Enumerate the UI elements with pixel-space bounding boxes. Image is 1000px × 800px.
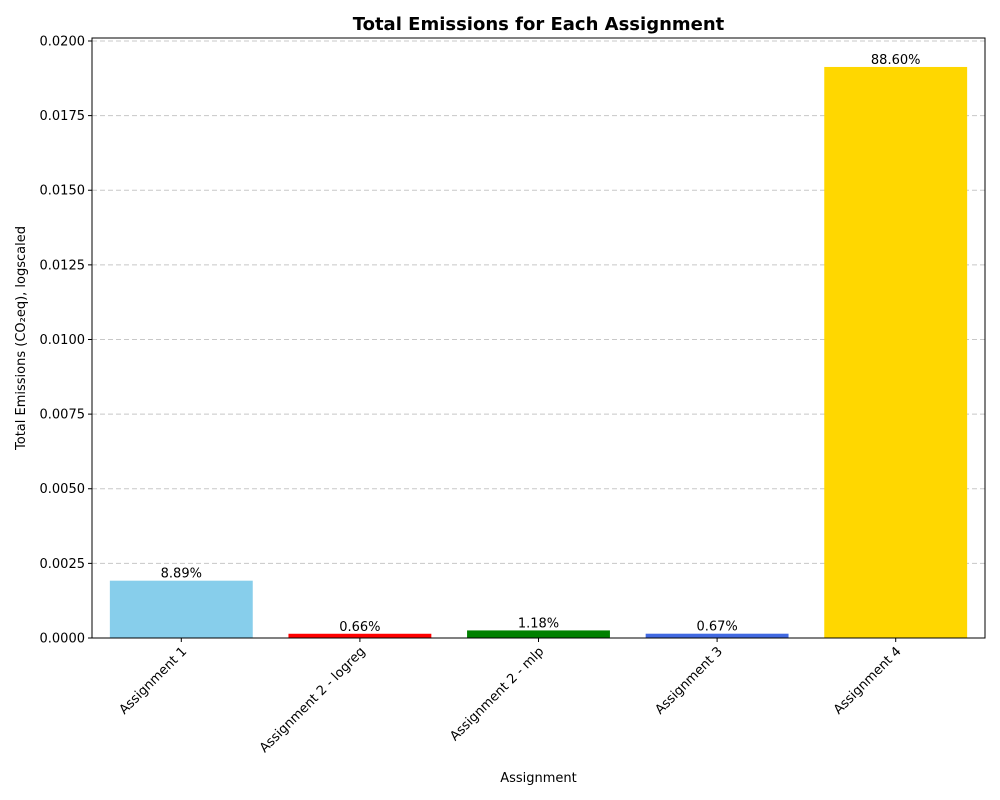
- y-axis-ticks: 0.0000 0.0025 0.0050 0.0075 0.0100 0.0125 0.01…: [40, 34, 92, 647]
- bar: [824, 66, 968, 639]
- data-labels: 8.89% 0.66% 1.18% 0.67% 88.60%: [161, 53, 921, 635]
- bar-data-label: 0.67%: [696, 620, 737, 635]
- bar: [288, 633, 432, 638]
- bar-data-label: 0.66%: [339, 620, 380, 635]
- bar: [467, 630, 610, 638]
- bar-data-label: 1.18%: [518, 616, 559, 631]
- y-tick-label: 0.0125: [40, 258, 86, 273]
- x-tick-label: Assignment 2 - logreg: [257, 644, 369, 756]
- y-tick-label: 0.0000: [40, 632, 86, 647]
- y-tick-label: 0.0175: [40, 109, 86, 124]
- x-tick-label: Assignment 1: [117, 644, 191, 718]
- x-axis-label: Assignment: [500, 771, 577, 786]
- x-tick-label: Assignment 4: [831, 644, 905, 718]
- y-tick-label: 0.0200: [40, 34, 86, 49]
- bar-data-label: 88.60%: [871, 53, 921, 68]
- y-tick-label: 0.0100: [40, 333, 86, 348]
- x-tick-label: Assignment 3: [652, 644, 726, 718]
- y-tick-label: 0.0025: [40, 557, 86, 572]
- x-tick-label: Assignment 2 - mlp: [447, 644, 547, 744]
- bar: [109, 580, 253, 638]
- y-tick-label: 0.0050: [40, 482, 86, 497]
- x-axis-ticks: Assignment 1 Assignment 2 - logreg Assignm…: [117, 638, 905, 756]
- chart-title: Total Emissions for Each Assignment: [353, 14, 725, 35]
- y-tick-label: 0.0075: [40, 408, 86, 423]
- y-axis-label: Total Emissions (CO₂eq), logscaled: [14, 226, 29, 451]
- bars: [109, 66, 968, 639]
- bar: [645, 633, 789, 638]
- bar-data-label: 8.89%: [161, 567, 202, 582]
- y-tick-label: 0.0150: [40, 184, 86, 199]
